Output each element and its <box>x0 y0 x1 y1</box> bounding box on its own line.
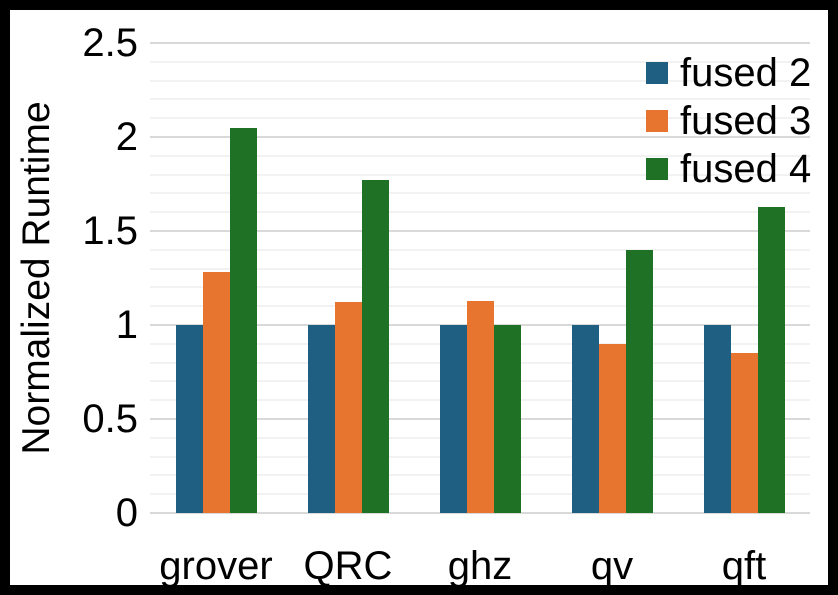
gridline-minor <box>150 267 810 270</box>
bar-chart: Normalized Runtime 0 0.5 1 1.5 2 2.5 grover QR… <box>10 10 828 588</box>
bar-fused-4-grover <box>229 127 257 513</box>
x-axis-label: QRC <box>303 544 393 588</box>
x-axis-label: ghz <box>447 544 513 588</box>
legend-item: fused 2 <box>646 51 811 95</box>
gridline-minor <box>150 248 810 251</box>
bar-fused-4-qv <box>625 249 653 513</box>
gridline-minor <box>150 173 810 176</box>
bar-fused-2-qft <box>703 325 731 513</box>
plot-area <box>150 42 810 514</box>
bar-fused-4-QRC <box>361 180 389 513</box>
x-axis-label: grover <box>159 544 273 588</box>
gridline-minor <box>150 286 810 289</box>
gridline-major <box>150 230 810 232</box>
legend-label: fused 3 <box>680 99 812 143</box>
bar-fused-4-qft <box>757 206 785 513</box>
gridline-minor <box>150 79 810 82</box>
bar-fused-2-ghz <box>439 325 467 513</box>
gridline-minor <box>150 98 810 101</box>
bar-fused-3-grover <box>202 272 230 513</box>
gridline-major <box>150 136 810 138</box>
bar-fused-2-QRC <box>307 325 335 513</box>
y-tick-label: 2.5 <box>82 21 138 65</box>
legend-label: fused 2 <box>680 51 812 95</box>
legend-item: fused 4 <box>646 147 811 191</box>
bar-fused-3-qv <box>598 343 626 513</box>
gridline-major <box>150 512 810 514</box>
gridline-minor <box>150 154 810 157</box>
legend-color-swatch <box>646 110 668 132</box>
gridline-minor <box>150 192 810 195</box>
y-tick-label: 1.5 <box>82 209 138 253</box>
gridline-minor <box>150 60 810 63</box>
y-tick-label: 0.5 <box>82 397 138 441</box>
x-axis-label: qv <box>590 544 634 588</box>
legend-item: fused 3 <box>646 99 811 143</box>
gridline-minor <box>150 211 810 214</box>
gridline-minor <box>150 117 810 120</box>
bar-fused-2-qv <box>571 325 599 513</box>
bar-fused-3-ghz <box>466 300 494 513</box>
bar-fused-2-grover <box>175 325 203 513</box>
legend-color-swatch <box>646 158 668 180</box>
y-tick-label: 0 <box>115 491 138 535</box>
legend-color-swatch <box>646 62 668 84</box>
bar-fused-3-qft <box>730 353 758 513</box>
y-tick-label: 1 <box>115 303 138 347</box>
x-axis-label: qft <box>721 544 767 588</box>
bar-fused-3-QRC <box>334 302 362 513</box>
bar-fused-4-ghz <box>493 325 521 513</box>
y-tick-label: 2 <box>115 115 138 159</box>
gridline-major <box>150 42 810 44</box>
legend-label: fused 4 <box>680 147 812 191</box>
